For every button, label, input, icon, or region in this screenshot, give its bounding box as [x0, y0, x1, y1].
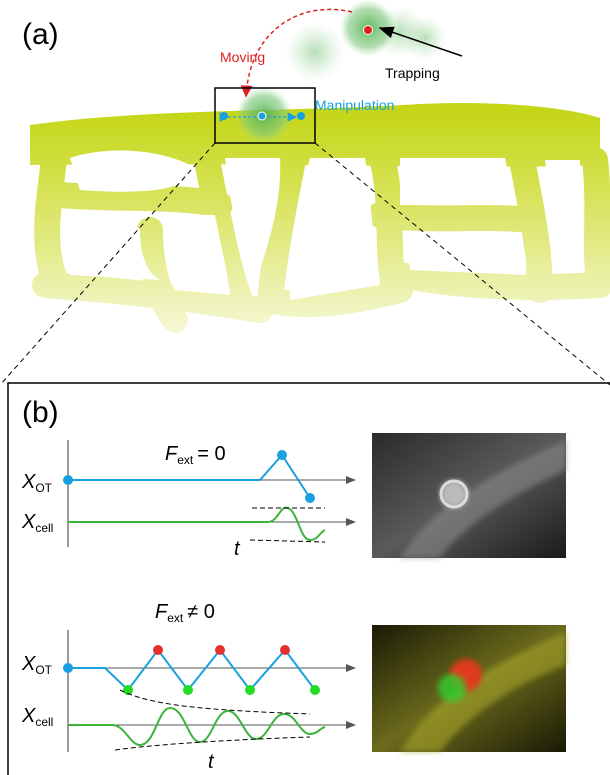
- axis-label: Xcell: [21, 705, 53, 729]
- trap: [364, 26, 373, 35]
- plot: Fext≠ 0 XOT Xcell t: [21, 601, 355, 773]
- axis-label: t: [208, 751, 215, 773]
- condition: Fext= 0: [165, 443, 226, 467]
- envelope: [250, 540, 325, 542]
- micrograph: [372, 433, 566, 558]
- condition: Fext≠ 0: [155, 601, 215, 625]
- trap: [305, 493, 315, 503]
- figure: (a) Moving Trapping Manipulation (b) Fex…: [0, 0, 610, 775]
- trap-trace: [68, 650, 315, 690]
- axis-label: XOT: [21, 471, 53, 495]
- axis-label: t: [234, 538, 241, 560]
- panel-label: (b): [22, 396, 59, 429]
- trap: [63, 663, 73, 673]
- panel-label: (a): [22, 18, 59, 51]
- micrograph: [372, 625, 566, 752]
- trap: [277, 450, 287, 460]
- axis-label: Xcell: [21, 511, 53, 535]
- trap-peaks: [153, 645, 290, 655]
- trap-troughs: [123, 685, 320, 695]
- trap: [63, 475, 73, 485]
- axis-label: XOT: [21, 653, 53, 677]
- envelope: [120, 690, 310, 714]
- cell: [285, 22, 345, 82]
- plot: Fext= 0 XOT Xcell t: [21, 440, 355, 560]
- trap: [297, 112, 305, 120]
- annotation: Trapping: [385, 65, 440, 81]
- annotation: Moving: [220, 49, 265, 65]
- cell-trace: [68, 508, 325, 540]
- trap: [220, 112, 228, 120]
- trap: [258, 112, 266, 120]
- annotation: Manipulation: [315, 97, 394, 113]
